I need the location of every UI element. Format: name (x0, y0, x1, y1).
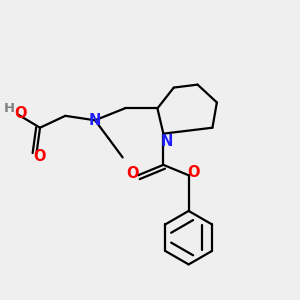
Text: O: O (188, 165, 200, 180)
Text: N: N (89, 113, 101, 128)
Text: O: O (33, 149, 46, 164)
Text: N: N (160, 134, 172, 149)
Text: O: O (127, 166, 139, 181)
Text: O: O (14, 106, 27, 121)
Text: H: H (4, 103, 15, 116)
